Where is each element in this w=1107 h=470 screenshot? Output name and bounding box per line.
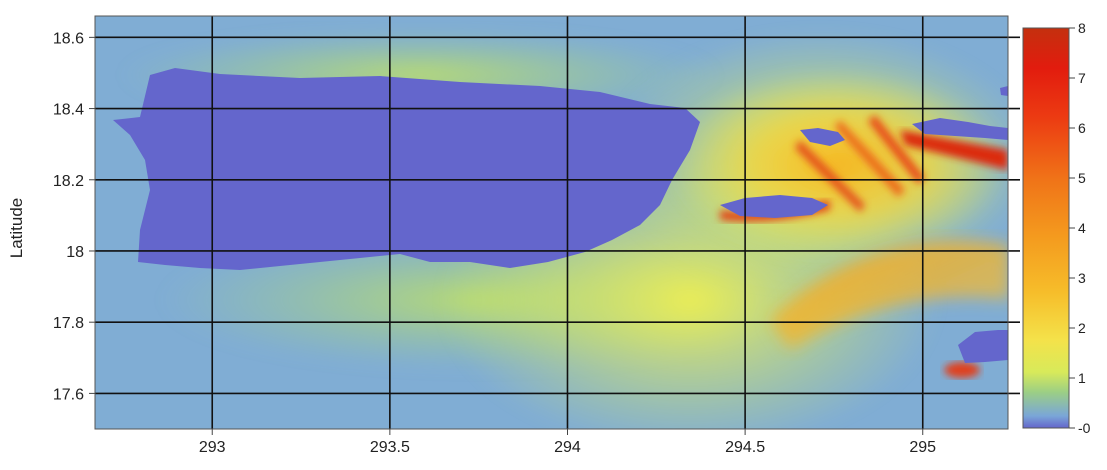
- streak-4: [900, 130, 1008, 170]
- x-tick-label-0: 293: [199, 439, 226, 456]
- y-tick-label-4: 17.8: [53, 315, 84, 332]
- y-axis-title: Latitude: [7, 198, 26, 259]
- x-tick-label-4: 295: [909, 439, 936, 456]
- land-st-croix: [958, 330, 1008, 363]
- grid-layer: [95, 16, 1020, 429]
- plot-frame: [94, 15, 1009, 430]
- colorbar-tick-label-2: 6: [1078, 120, 1086, 136]
- colorbar-tick-label-1: 7: [1078, 70, 1086, 86]
- streak-3: [868, 115, 925, 184]
- colorbar-tick-label-3: 5: [1078, 170, 1086, 186]
- y-tick-label-5: 17.6: [53, 386, 84, 403]
- colorbar-tick-label-6: 2: [1078, 320, 1086, 336]
- y-tick-label-0: 18.6: [53, 30, 84, 47]
- colorbar-tick-label-0: 8: [1078, 20, 1086, 36]
- land-culebra: [800, 128, 845, 146]
- croix-coast-hot: [944, 362, 980, 378]
- x-tick-label-3: 294.5: [725, 439, 765, 456]
- colorbar-tick-label-7: 1: [1078, 370, 1086, 386]
- colorbar-ticks: 8 7 6 5 4 3 2 1 -0: [1069, 20, 1091, 436]
- colorbar: [1022, 27, 1070, 429]
- colorbar-tick-label-4: 4: [1078, 220, 1086, 236]
- land-puerto-rico: [113, 68, 700, 270]
- land-virgin-islands: [912, 118, 1008, 140]
- y-tick-label-2: 18.2: [53, 173, 84, 190]
- colorbar-tick-label-5: 3: [1078, 270, 1086, 286]
- x-tick-label-2: 294: [554, 439, 581, 456]
- land-islet: [1000, 86, 1008, 96]
- colorbar-tick-label-8: -0: [1078, 420, 1091, 436]
- x-tick-label-1: 293.5: [370, 439, 410, 456]
- y-axis-ticks: 18.6 18.4 18.2 18 17.8 17.6: [53, 30, 95, 403]
- streak-2: [835, 120, 905, 197]
- y-tick-label-1: 18.4: [53, 102, 84, 119]
- streak-1: [795, 140, 865, 212]
- x-axis-ticks: 293 293.5 294 294.5 295: [199, 429, 936, 456]
- amplitude-hotspot-east: [670, 70, 1008, 260]
- land-vieques: [720, 195, 828, 218]
- y-tick-label-3: 18: [66, 244, 84, 261]
